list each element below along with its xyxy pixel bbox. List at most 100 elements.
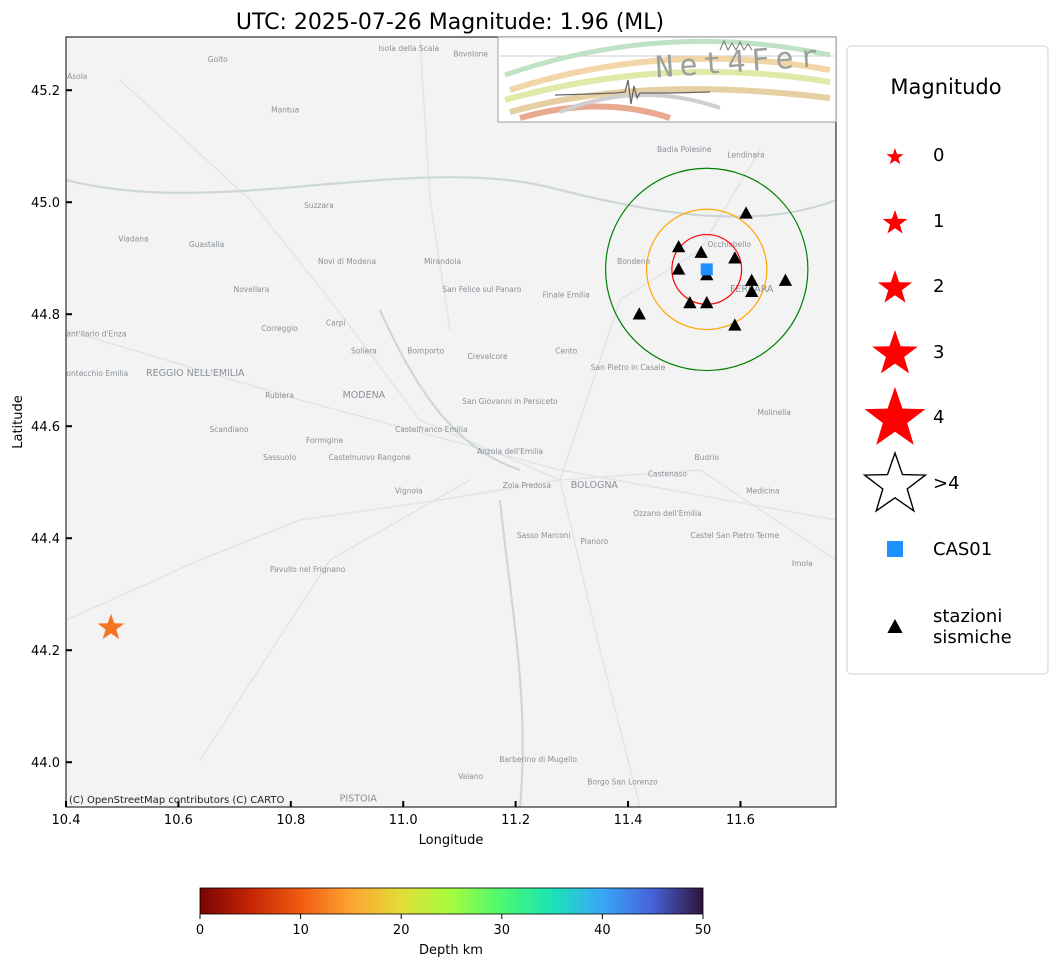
basemap-layer: Asola Goito Isola della Scala Bovolone Mantu… [60,39,836,807]
legend-item-label: CAS01 [933,539,992,560]
place-label: Castelnuovo Rangone [329,453,411,462]
place-label: Anzola dell'Emilia [477,447,543,456]
seismic-station-marker[interactable] [632,307,646,320]
seismic-station-marker[interactable] [694,245,708,258]
seismic-station-marker[interactable] [739,206,753,219]
seismic-station-marker[interactable] [778,273,793,286]
place-label: Ozzano dell'Emilia [633,509,702,518]
place-label: Novi di Modena [318,257,376,266]
y-axis-label: Latitude [11,395,26,449]
seismic-station-marker[interactable] [700,296,714,309]
seismic-station-marker[interactable] [728,318,742,331]
place-label: Mantua [271,106,299,115]
place-label: San Felice sul Panaro [442,285,521,294]
place-label: Cento [555,346,578,355]
place-label: Sasso Marconi [517,531,571,540]
place-label: Lendinara [727,150,764,159]
place-label: Imola [792,559,813,568]
y-tick-label: 44.4 [31,532,60,547]
colorbar-tick-label: 20 [393,923,410,938]
place-label: REGGIO NELL'EMILIA [146,368,245,379]
place-label: Pavullo nel Frignano [270,565,346,574]
place-label: San Giovanni in Persiceto [462,397,558,406]
legend-item-label: >4 [933,473,960,494]
colorbar-tick-label: 10 [292,923,309,938]
colorbar-tick-label: 0 [196,923,204,938]
map-axes[interactable]: Asola Goito Isola della Scala Bovolone Mantu… [31,36,837,828]
place-label: Pianoro [580,537,608,546]
legend: Magnitudo 0 1 2 3 4 >4 CAS01 stazioni sismiche [846,45,1049,675]
seismic-station-marker[interactable] [671,240,686,253]
map-attribution: (C) OpenStreetMap contributors (C) CARTO [69,795,284,806]
place-label: PISTOIA [340,793,378,804]
place-label: BOLOGNA [571,480,619,491]
x-tick-label: 11.4 [614,813,643,828]
place-label: Zola Predosa [503,481,552,490]
y-tick-label: 44.2 [31,644,60,659]
x-axis-label: Longitude [419,833,484,848]
place-label: MODENA [343,390,386,401]
place-label: Isola della Scala [379,44,439,53]
legend-star-icon [877,270,913,303]
x-tick-label: 10.4 [52,813,81,828]
place-label: Rubiera [265,391,294,400]
place-label: Bovolone [453,50,488,59]
legend-star-icon [864,387,926,445]
place-label: Montecchio Emilia [60,369,128,378]
earthquake-epicenter-marker[interactable] [97,613,125,640]
colorbar-tick-label: 30 [494,923,511,938]
place-label: Viadana [118,234,148,243]
map-frame [65,36,837,808]
place-label: Suzzara [304,201,334,210]
distance-ring [645,208,768,331]
colorbar-tick-label: 50 [695,923,712,938]
place-label: Sant'Ilario d'Enza [62,330,127,339]
legend-item-label: 4 [933,407,944,428]
place-label: Medicina [746,486,780,495]
legend-star-icon [882,210,908,234]
chart-title: UTC: 2025-07-26 Magnitude: 1.96 (ML) [236,10,664,35]
place-label: San Pietro in Casale [591,363,666,372]
legend-star-icon [886,148,904,165]
y-tick-label: 44.6 [31,420,60,435]
distance-ring [604,167,809,372]
seismic-station-marker[interactable] [671,262,686,275]
place-label: Scandiano [209,425,248,434]
place-label: Borgo San Lorenzo [587,778,658,787]
place-label: Correggio [261,324,298,333]
seismic-station-marker[interactable] [683,296,697,309]
seismic-station-marker[interactable] [745,273,759,286]
x-tick-label: 11.2 [501,813,530,828]
place-label: Bondeno [617,257,651,266]
place-label: Goito [208,55,228,64]
legend-star-outline-icon [862,450,928,513]
seismic-station-marker[interactable] [728,251,742,264]
legend-item-label: 2 [933,276,944,297]
place-label: Novellara [234,285,270,294]
place-label: Asola [67,72,87,81]
y-tick-label: 44.0 [31,756,60,771]
place-label: Budrio [695,453,720,462]
x-tick-label: 10.6 [164,813,193,828]
place-label: Crevalcore [467,352,508,361]
x-tick-label: 10.8 [276,813,305,828]
place-label: Soliera [351,346,377,355]
y-tick-label: 44.8 [31,308,60,323]
place-label: Sassuolo [263,453,297,462]
place-label: Vaiano [458,772,484,781]
map-background [66,37,836,807]
y-tick-label: 45.0 [31,196,60,211]
legend-item-label: 1 [933,211,944,232]
place-label: Badia Polesine [657,145,712,154]
cas01-station-marker[interactable] [700,263,713,276]
place-label: Finale Emilia [543,290,590,299]
seismic-station-marker[interactable] [745,284,759,298]
legend-item-label: 0 [933,145,944,166]
place-label: Vignola [395,486,423,495]
logo-box: Net4Fer [497,36,837,123]
legend-item-label: 3 [933,342,944,363]
legend-square-icon [887,541,903,557]
place-label: Occhiobello [707,240,751,249]
place-label: Castelfranco Emilia [395,425,467,434]
x-tick-label: 11.6 [726,813,755,828]
